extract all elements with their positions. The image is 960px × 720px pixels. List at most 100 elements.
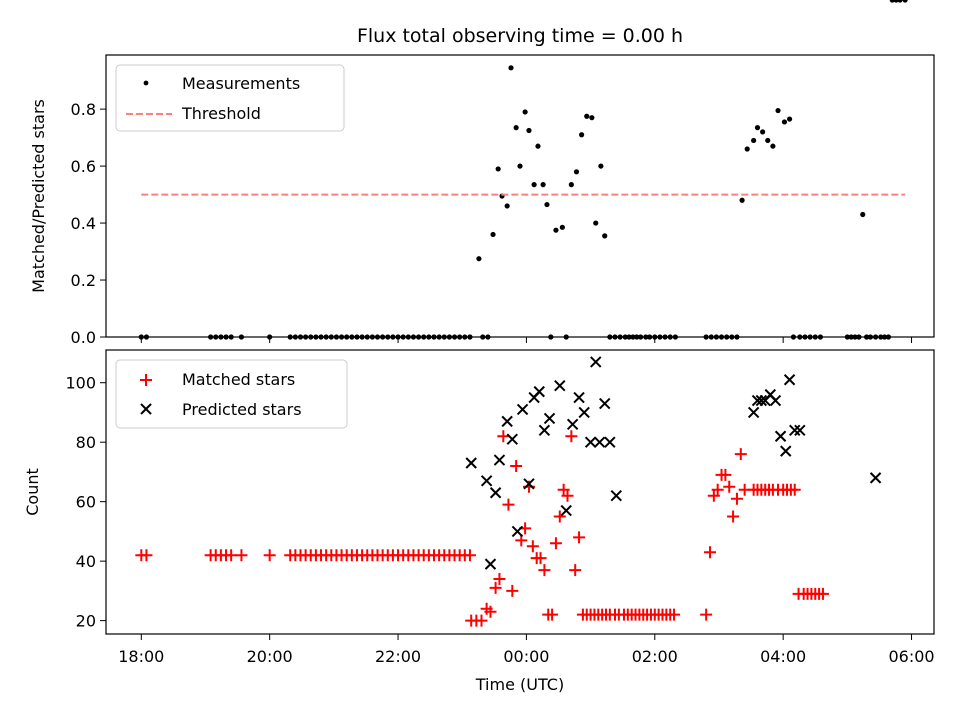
data-point (538, 564, 551, 577)
data-point (554, 379, 566, 392)
data-point (598, 163, 604, 169)
count-panel-y-axis-label: Count (23, 468, 42, 516)
data-point (493, 454, 506, 466)
data-point (526, 540, 539, 553)
data-point (589, 115, 595, 121)
data-point (553, 510, 566, 523)
data-point (744, 146, 750, 152)
data-point (602, 233, 608, 239)
data-point (794, 424, 806, 437)
data-point (506, 584, 519, 597)
data-point (476, 256, 482, 262)
data-point (604, 436, 616, 448)
data-point (902, 0, 908, 3)
data-point (579, 132, 585, 138)
legend-predicted-label: Predicted stars (182, 400, 302, 419)
data-point (463, 549, 476, 562)
data-point (765, 137, 771, 144)
data-point (497, 430, 510, 443)
data-point (540, 182, 546, 188)
data-point (788, 483, 801, 496)
data-point (225, 549, 238, 562)
data-point (593, 220, 599, 226)
data-point (510, 459, 523, 472)
data-point (893, 0, 899, 3)
data-point (569, 564, 582, 577)
data-point (860, 211, 866, 218)
y-tick-label: 0.0 (71, 328, 96, 347)
data-point (889, 0, 895, 3)
count-panel: 20 40 60 80 100 18:00 20:00 22:00 00:00 02:00 04:… (23, 350, 935, 666)
data-point (526, 127, 532, 134)
ratio-panel: 0.00.20.40.60.8 Matched/Predicted stars … (29, 0, 935, 347)
legend-predicted-marker (140, 403, 152, 415)
chart-title: Flux total observing time = 0.00 h (357, 25, 683, 47)
data-point (566, 418, 579, 431)
data-point (533, 385, 545, 398)
data-point (590, 356, 602, 368)
data-point (502, 498, 515, 511)
data-point (465, 457, 477, 469)
data-point (501, 415, 513, 428)
legend-matched-label: Matched stars (182, 370, 295, 389)
data-point (769, 394, 782, 407)
data-point (786, 116, 793, 122)
y-tick-label: 0.2 (71, 271, 96, 290)
y-tick-label: 20 (76, 612, 96, 631)
data-point (531, 182, 537, 188)
data-point (711, 483, 724, 496)
data-point (789, 424, 801, 437)
data-point (506, 433, 519, 445)
data-point (561, 489, 574, 502)
y-tick-label: 0.6 (71, 157, 96, 176)
data-point (523, 478, 535, 490)
data-point (489, 581, 502, 594)
data-point (534, 552, 547, 565)
y-tick-label: 0.4 (71, 214, 96, 233)
data-point (723, 480, 736, 493)
data-point (535, 143, 541, 149)
data-point (511, 525, 524, 538)
data-point (755, 394, 768, 407)
data-point (559, 224, 565, 230)
x-tick-label: 22:00 (375, 647, 421, 666)
data-point (573, 391, 585, 404)
data-point (869, 472, 882, 484)
data-point (538, 424, 551, 437)
data-point (781, 119, 788, 125)
data-point (703, 546, 716, 559)
data-point (584, 113, 590, 119)
data-point (489, 487, 502, 499)
data-point (739, 197, 745, 203)
data-point (263, 549, 276, 562)
count-panel-frame (105, 349, 935, 635)
data-point (593, 436, 606, 448)
data-point (543, 412, 556, 425)
series-predicted-stars (465, 356, 882, 570)
data-point (517, 163, 523, 169)
legend-matched-marker (140, 374, 152, 386)
data-point (495, 166, 501, 172)
data-point (780, 445, 792, 457)
data-point (770, 143, 776, 149)
data-point (774, 430, 787, 442)
data-point (584, 436, 597, 448)
x-tick-label: 06:00 (888, 647, 934, 666)
data-point (235, 549, 248, 562)
ratio-panel-frame (105, 54, 935, 338)
data-point (754, 125, 761, 131)
data-point (522, 109, 528, 115)
series-matched-stars (135, 430, 829, 627)
data-point (140, 549, 153, 562)
data-point (484, 558, 497, 570)
data-point (573, 531, 586, 544)
legend-threshold-label: Threshold (181, 104, 261, 123)
data-point (700, 608, 713, 621)
data-point (734, 448, 747, 461)
data-point (560, 504, 572, 517)
data-point (490, 231, 496, 238)
data-point (493, 572, 506, 585)
data-point (549, 537, 562, 550)
data-point (816, 587, 829, 600)
